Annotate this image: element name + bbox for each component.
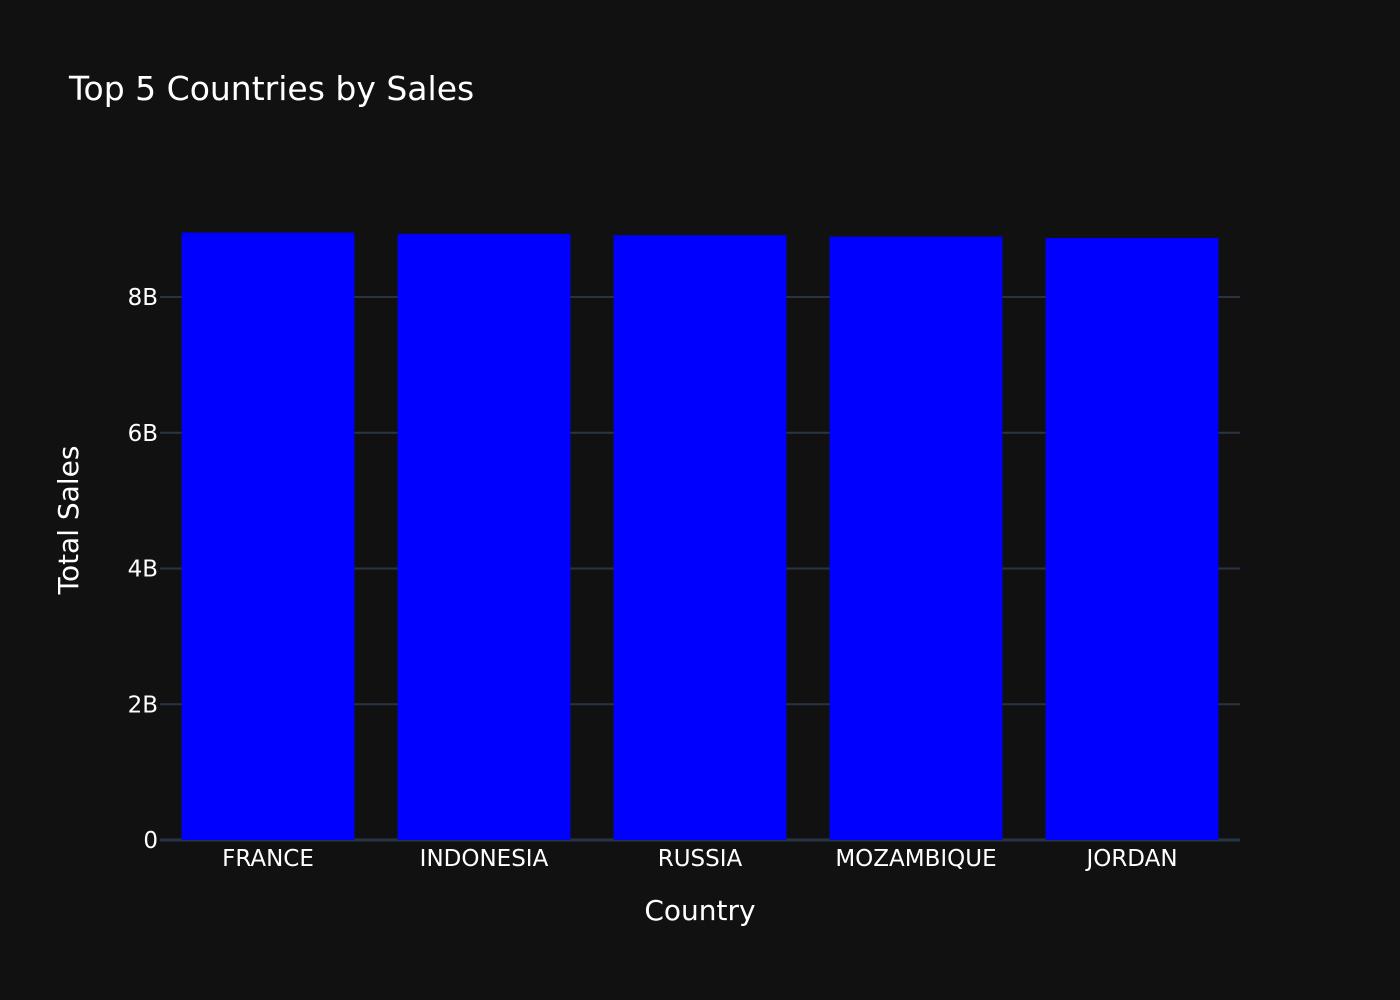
x-tick-label: INDONESIA	[420, 846, 549, 872]
y-tick-label: 4B	[128, 557, 158, 583]
y-tick-label: 6B	[128, 421, 158, 447]
y-axis-title: Total Sales	[52, 446, 85, 596]
x-tick-label: FRANCE	[222, 846, 314, 872]
bars	[181, 232, 1219, 841]
y-tick-label: 0	[143, 828, 158, 854]
x-tick-label: RUSSIA	[658, 846, 743, 872]
chart-title: Top 5 Countries by Sales	[68, 69, 474, 108]
x-tick-labels: FRANCE INDONESIA RUSSIA MOZAMBIQUE JORDAN	[222, 846, 1177, 872]
x-tick-label: JORDAN	[1084, 846, 1177, 872]
bar-mozambique[interactable]	[829, 236, 1003, 840]
bar-russia[interactable]	[613, 235, 787, 840]
bar-indonesia[interactable]	[397, 233, 571, 841]
bar-jordan[interactable]	[1045, 237, 1219, 841]
y-tick-label: 2B	[128, 692, 158, 718]
y-tick-labels: 0 2B 4B 6B 8B	[128, 285, 158, 854]
bar-france[interactable]	[181, 232, 355, 841]
x-tick-label: MOZAMBIQUE	[835, 846, 996, 872]
x-axis-title: Country	[644, 894, 755, 927]
y-tick-label: 8B	[128, 285, 158, 311]
